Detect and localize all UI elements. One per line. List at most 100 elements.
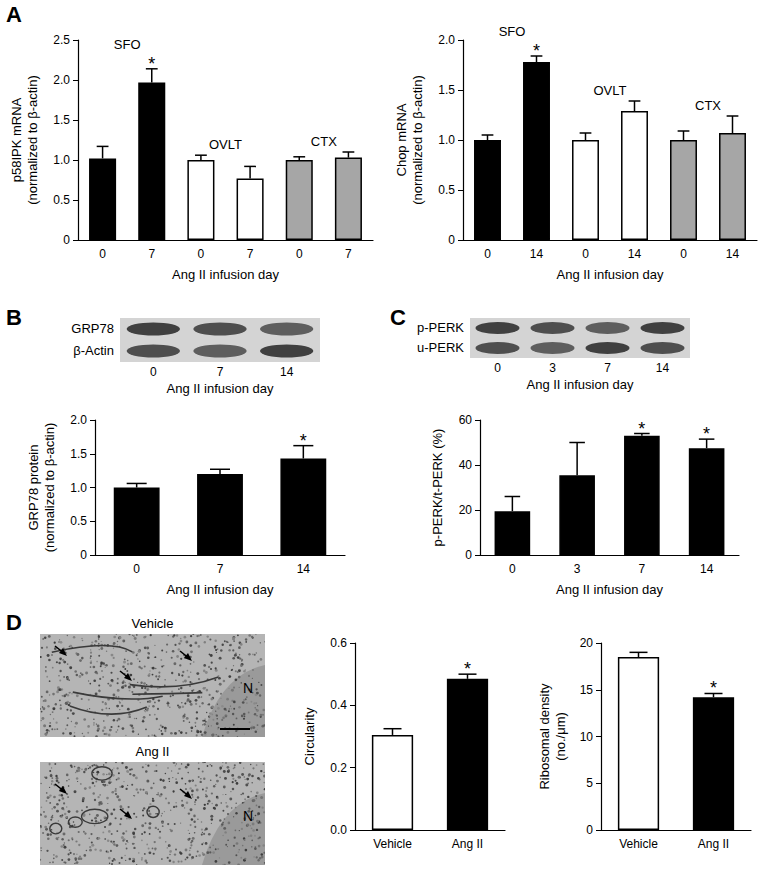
svg-text:OVLT: OVLT [594, 83, 627, 98]
html-text:Ang II: Ang II [135, 744, 170, 759]
svg-text:*: * [300, 431, 307, 451]
svg-text:7: 7 [639, 562, 646, 576]
html-text:A: A [6, 2, 22, 27]
svg-text:0: 0 [484, 247, 491, 261]
svg-text:p58IPK mRNA: p58IPK mRNA [9, 97, 24, 182]
svg-text:Vehicle: Vehicle [373, 837, 412, 851]
svg-text:0: 0 [448, 233, 455, 247]
svg-text:0.5: 0.5 [70, 514, 87, 528]
svg-text:SFO: SFO [499, 24, 526, 39]
svg-text:7: 7 [345, 247, 352, 261]
svg-text:7: 7 [247, 247, 254, 261]
svg-text:20: 20 [459, 503, 473, 517]
svg-text:2.0: 2.0 [438, 33, 455, 47]
svg-text:7: 7 [217, 562, 224, 576]
html-text:p-PERK: p-PERK [417, 320, 464, 335]
svg-text:0: 0 [63, 233, 70, 247]
svg-text:*: * [464, 659, 471, 679]
html-text:N: N [243, 808, 254, 825]
svg-text:10: 10 [580, 730, 594, 744]
svg-text:20: 20 [580, 636, 594, 650]
svg-text:1.5: 1.5 [53, 113, 70, 127]
svg-text:Vehicle: Vehicle [619, 837, 658, 851]
svg-text:SFO: SFO [114, 37, 141, 52]
svg-text:14: 14 [726, 247, 740, 261]
svg-text:(normalized to β-actin): (normalized to β-actin) [25, 75, 40, 205]
svg-text:(normalized to β-actin): (normalized to β-actin) [410, 75, 425, 205]
html-text:14: 14 [655, 361, 670, 375]
html-text:β-Actin: β-Actin [73, 343, 114, 358]
svg-text:*: * [703, 424, 710, 444]
svg-text:p-PERK/t-PERK (%): p-PERK/t-PERK (%) [430, 429, 445, 547]
svg-text:OVLT: OVLT [209, 137, 242, 152]
svg-text:1.0: 1.0 [438, 133, 455, 147]
svg-text:3: 3 [574, 562, 581, 576]
html-text:u-PERK: u-PERK [417, 340, 464, 355]
svg-text:1.0: 1.0 [70, 481, 87, 495]
svg-text:0.6: 0.6 [330, 636, 347, 650]
svg-text:60: 60 [459, 413, 473, 427]
svg-text:GRP78 protein: GRP78 protein [26, 445, 41, 531]
html-text:0: 0 [494, 361, 501, 375]
svg-text:0.0: 0.0 [330, 823, 347, 837]
svg-text:5: 5 [586, 776, 593, 790]
svg-text:7: 7 [148, 247, 155, 261]
html-text:0: 0 [150, 365, 157, 379]
html-text:B: B [6, 305, 22, 330]
svg-text:15: 15 [580, 683, 594, 697]
html-text:Ang II infusion day: Ang II infusion day [166, 381, 274, 396]
svg-text:Ang II infusion day: Ang II infusion day [172, 267, 279, 282]
svg-text:14: 14 [700, 562, 714, 576]
svg-text:0: 0 [582, 247, 589, 261]
svg-text:0.4: 0.4 [330, 698, 347, 712]
svg-text:14: 14 [297, 562, 311, 576]
svg-text:Ang II: Ang II [452, 837, 483, 851]
html-text:7: 7 [604, 361, 611, 375]
svg-text:Ribosomal density: Ribosomal density [537, 683, 552, 790]
svg-text:Ang II infusion day: Ang II infusion day [167, 582, 274, 597]
html-text:3: 3 [549, 361, 556, 375]
svg-text:2.0: 2.0 [53, 73, 70, 87]
svg-text:CTX: CTX [311, 134, 337, 149]
svg-text:0: 0 [198, 247, 205, 261]
html-text:7: 7 [216, 365, 224, 379]
svg-text:*: * [533, 41, 540, 61]
svg-text:(no./μm): (no./μm) [553, 712, 568, 761]
svg-text:2.5: 2.5 [53, 33, 70, 47]
svg-text:1.0: 1.0 [53, 153, 70, 167]
svg-text:1.5: 1.5 [70, 447, 87, 461]
html-text:Ang II infusion day: Ang II infusion day [526, 377, 634, 392]
svg-text:0: 0 [586, 823, 593, 837]
html-text:GRP78: GRP78 [71, 321, 114, 336]
svg-text:0: 0 [465, 548, 472, 562]
html-text:14: 14 [280, 365, 294, 379]
svg-text:40: 40 [459, 458, 473, 472]
svg-text:0: 0 [680, 247, 687, 261]
svg-text:(normalized to β-actin): (normalized to β-actin) [42, 423, 57, 553]
svg-text:*: * [148, 54, 155, 74]
html-text:N: N [243, 680, 254, 697]
html-text:Vehicle: Vehicle [131, 616, 174, 631]
svg-text:*: * [638, 419, 645, 439]
svg-text:0.5: 0.5 [53, 193, 70, 207]
html-text:C: C [390, 305, 406, 330]
svg-text:Chop mRNA: Chop mRNA [394, 103, 409, 176]
svg-text:0: 0 [133, 562, 140, 576]
svg-text:0: 0 [80, 548, 87, 562]
svg-text:Ang II: Ang II [698, 837, 729, 851]
svg-text:0: 0 [99, 247, 106, 261]
svg-text:0.2: 0.2 [330, 761, 347, 775]
svg-text:Circularity: Circularity [302, 707, 317, 765]
html-text:D: D [6, 610, 22, 635]
svg-text:14: 14 [530, 247, 544, 261]
svg-text:Ang II infusion day: Ang II infusion day [556, 582, 663, 597]
svg-text:CTX: CTX [695, 98, 721, 113]
svg-text:*: * [710, 678, 717, 698]
svg-text:0: 0 [296, 247, 303, 261]
svg-text:0: 0 [509, 562, 516, 576]
svg-text:0.5: 0.5 [438, 183, 455, 197]
svg-text:2.0: 2.0 [70, 413, 87, 427]
svg-text:Ang II infusion day: Ang II infusion day [557, 267, 664, 282]
svg-text:1.5: 1.5 [438, 83, 455, 97]
svg-text:14: 14 [628, 247, 642, 261]
